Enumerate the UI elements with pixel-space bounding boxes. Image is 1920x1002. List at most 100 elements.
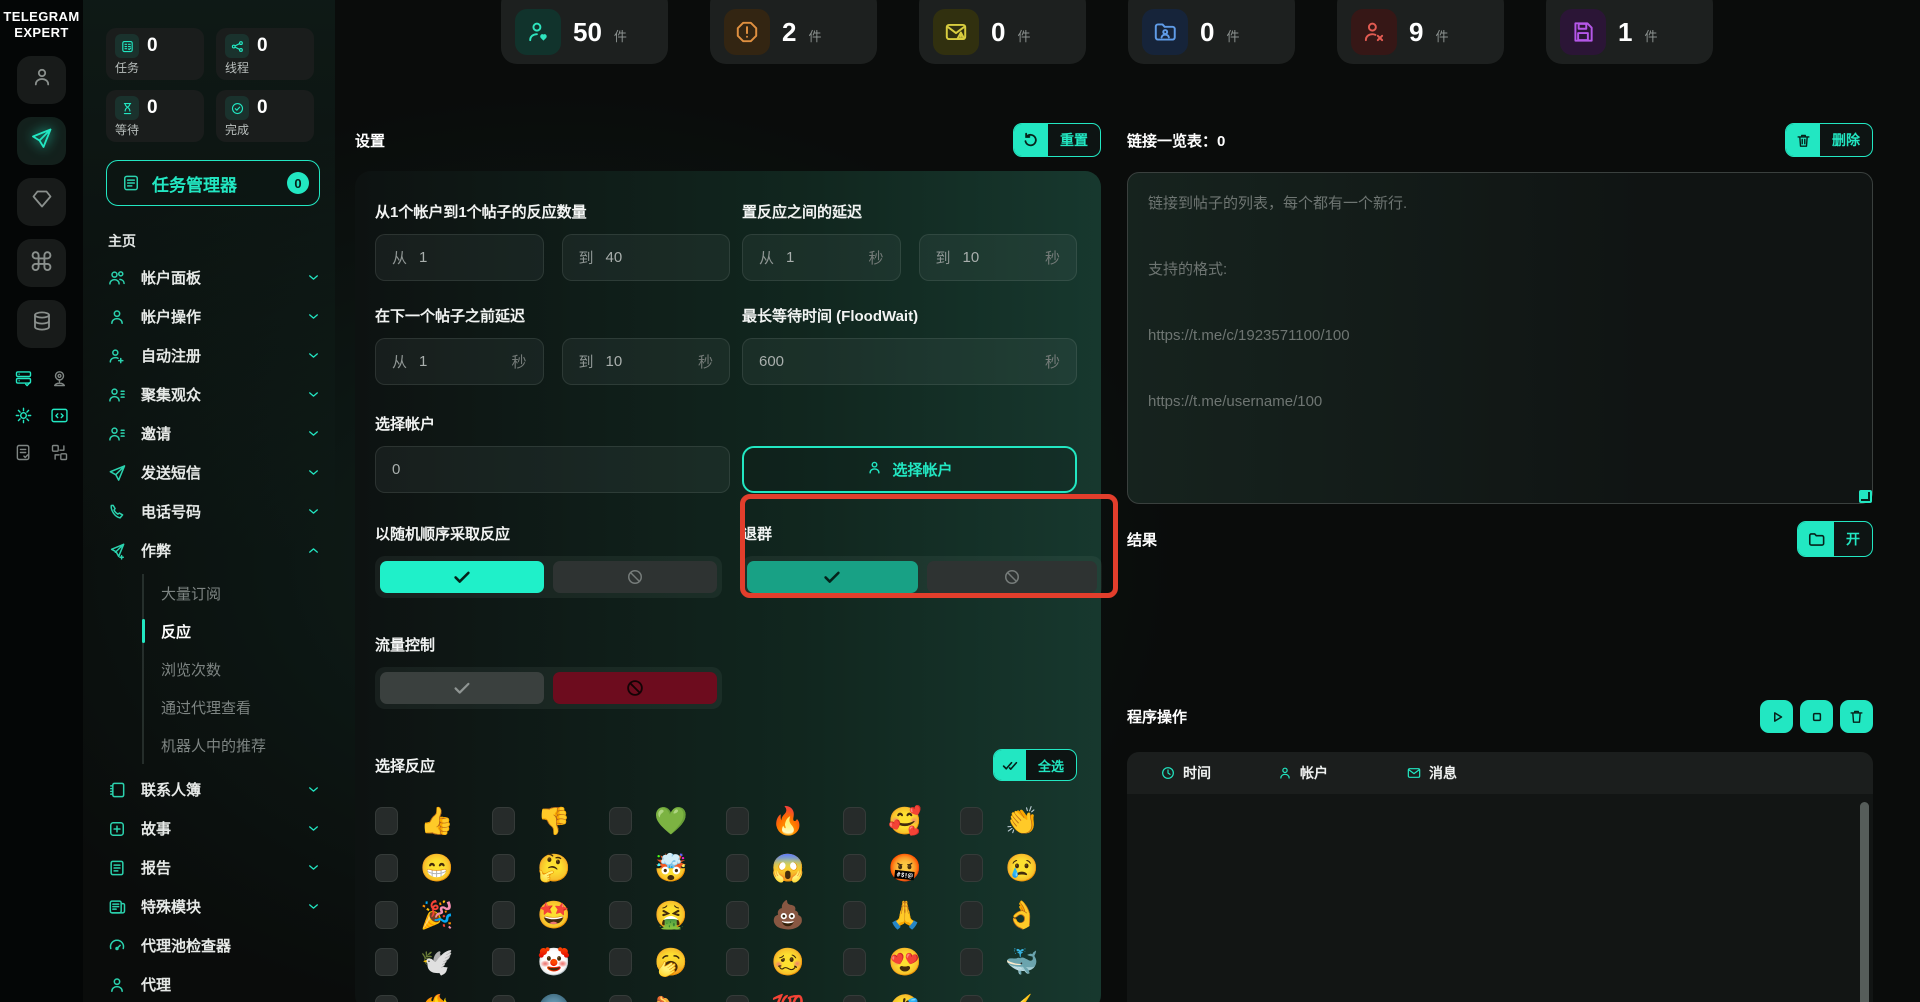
sidebar-item[interactable]: 聚集观众 [106, 375, 320, 414]
sidebar-item[interactable]: 帐户操作 [106, 297, 320, 336]
reaction-cell: 🙏 [843, 901, 960, 929]
reaction-checkbox[interactable] [492, 807, 515, 835]
delay-to-input[interactable]: 到 10 秒 [918, 234, 1077, 281]
sidebar-item[interactable]: 报告 [106, 848, 320, 887]
reaction-checkbox[interactable] [492, 854, 515, 882]
phone-icon [106, 502, 128, 522]
rail-button-0[interactable] [17, 55, 66, 104]
reaction-cell: 👍 [375, 807, 492, 835]
reaction-checkbox[interactable] [492, 901, 515, 929]
reaction-checkbox[interactable] [843, 948, 866, 976]
reaction-checkbox[interactable] [375, 901, 398, 929]
reaction-checkbox[interactable] [609, 995, 632, 1002]
reactions-to-input[interactable]: 到 40 [561, 234, 730, 281]
sidebar-item[interactable]: 发送短信 [106, 453, 320, 492]
sidebar-item[interactable]: 故事 [106, 809, 320, 848]
reaction-checkbox[interactable] [492, 995, 515, 1002]
server-check-icon[interactable] [13, 368, 34, 389]
sidebar-item[interactable]: 特殊模块 [106, 887, 320, 926]
sidebar-item[interactable]: 帐户面板 [106, 258, 320, 297]
reaction-emoji: 🤣 [888, 995, 922, 1002]
table-column-header: 帐户 [1277, 763, 1406, 783]
reaction-checkbox[interactable] [492, 948, 515, 976]
reaction-checkbox[interactable] [843, 995, 866, 1002]
reaction-checkbox[interactable] [960, 948, 983, 976]
next-post-delay-to-input[interactable]: 到 10 秒 [561, 338, 730, 385]
start-button[interactable] [1760, 700, 1793, 733]
reaction-checkbox[interactable] [960, 807, 983, 835]
reaction-cell: 😁 [375, 854, 492, 882]
doc-check-icon[interactable] [13, 442, 34, 463]
person-icon [866, 459, 883, 480]
person-x-icon [1351, 9, 1397, 55]
sidebar-subitem[interactable]: 机器人中的推荐 [161, 737, 267, 755]
sidebar-item[interactable]: 联系人簿 [106, 770, 320, 809]
gear-icon[interactable] [13, 405, 34, 426]
stop-button[interactable] [1800, 700, 1833, 733]
delete-button[interactable]: 删除 [1785, 123, 1873, 157]
toggle-off-segment[interactable] [553, 672, 717, 704]
reaction-checkbox[interactable] [375, 854, 398, 882]
sidebar-item[interactable]: 作弊 [106, 531, 320, 570]
sidebar-item[interactable]: 代理 [106, 965, 320, 1002]
code-window-icon[interactable] [49, 405, 70, 426]
chevron-down-icon [307, 349, 320, 362]
reaction-checkbox[interactable] [960, 854, 983, 882]
toggle-on-segment[interactable] [747, 561, 918, 593]
reaction-checkbox[interactable] [843, 854, 866, 882]
rail-button-1[interactable] [17, 116, 66, 165]
reaction-checkbox[interactable] [843, 901, 866, 929]
reaction-cell: 🎉 [375, 901, 492, 929]
toggle-on-segment[interactable] [380, 672, 544, 704]
select-accounts-button[interactable]: 选择帐户 [742, 446, 1077, 493]
reaction-checkbox[interactable] [609, 948, 632, 976]
links-textarea[interactable] [1127, 172, 1873, 504]
sidebar-subitem[interactable]: 反应 [142, 612, 320, 650]
toggle-off-segment[interactable] [553, 561, 717, 593]
reaction-checkbox[interactable] [843, 807, 866, 835]
reaction-checkbox[interactable] [726, 807, 749, 835]
sidebar-item[interactable]: 代理池检查器 [106, 926, 320, 965]
sidebar-item[interactable]: 电话号码 [106, 492, 320, 531]
rail-button-2[interactable] [17, 177, 66, 226]
reaction-checkbox[interactable] [375, 807, 398, 835]
sidebar-subitem[interactable]: 浏览次数 [161, 661, 222, 679]
reaction-emoji: 🌚 [537, 995, 571, 1002]
stop-icon [1812, 712, 1821, 721]
accounts-count-input[interactable]: 0 [375, 446, 730, 493]
reaction-checkbox[interactable] [375, 948, 398, 976]
swap-icon[interactable] [49, 442, 70, 463]
sidebar-item[interactable]: 邀请 [106, 414, 320, 453]
reaction-checkbox[interactable] [375, 995, 398, 1002]
open-results-button[interactable]: 开 [1797, 521, 1873, 557]
select-all-button[interactable]: 全选 [992, 749, 1077, 781]
table-column-header: 消息 [1406, 763, 1457, 783]
reset-button[interactable]: 重置 [1013, 123, 1101, 157]
reaction-checkbox[interactable] [726, 995, 749, 1002]
reaction-checkbox[interactable] [609, 901, 632, 929]
floodwait-input[interactable]: 600 秒 [742, 338, 1077, 385]
reaction-checkbox[interactable] [960, 995, 983, 1002]
task-manager-button[interactable]: 任务管理器 0 [106, 160, 320, 206]
rail-button-3[interactable]: ⌘ [17, 238, 66, 287]
table-scrollbar[interactable] [1860, 802, 1869, 1002]
clear-log-button[interactable] [1840, 700, 1873, 733]
toggle-on-segment[interactable] [380, 561, 544, 593]
webcam-icon[interactable] [49, 368, 70, 389]
sidebar-item[interactable]: 自动注册 [106, 336, 320, 375]
reaction-checkbox[interactable] [609, 854, 632, 882]
reaction-checkbox[interactable] [726, 901, 749, 929]
reaction-checkbox[interactable] [960, 901, 983, 929]
reaction-checkbox[interactable] [609, 807, 632, 835]
resize-grip[interactable] [1859, 490, 1872, 503]
reaction-checkbox[interactable] [726, 854, 749, 882]
toggle-off-segment[interactable] [926, 561, 1097, 593]
sidebar-subitem[interactable]: 通过代理查看 [161, 699, 252, 717]
sidebar-subitem[interactable]: 大量订阅 [161, 585, 222, 603]
rail-button-4[interactable] [17, 299, 66, 348]
reaction-checkbox[interactable] [726, 948, 749, 976]
